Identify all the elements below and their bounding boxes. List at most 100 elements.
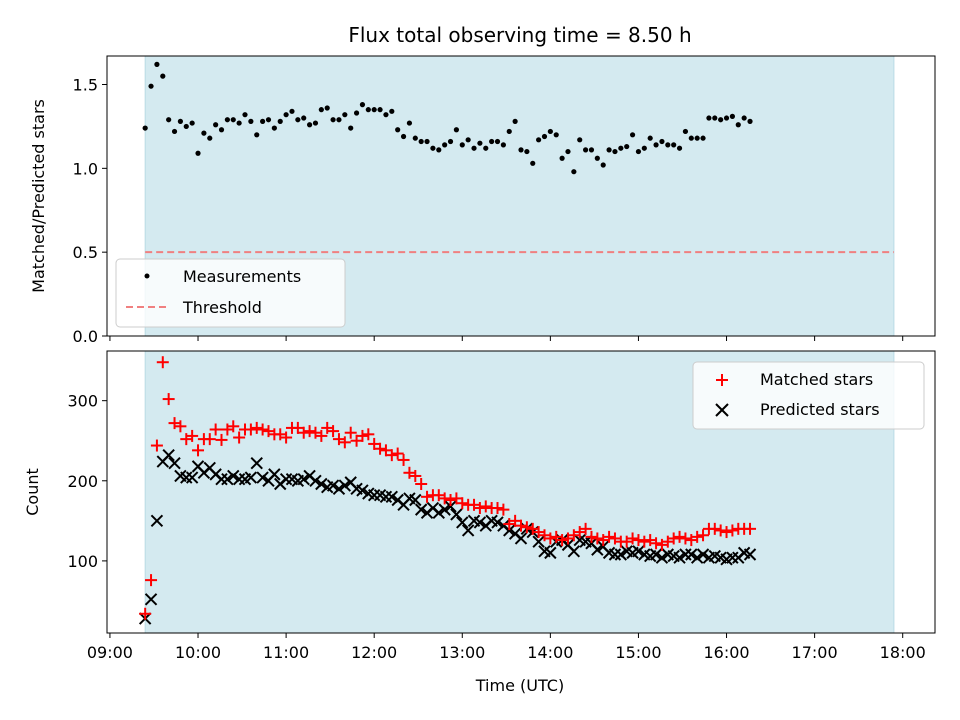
top-legend-box	[115, 258, 346, 328]
matched-star-point	[667, 532, 680, 545]
predicted-star-point	[279, 472, 293, 486]
x-tick-label: 16:00	[703, 643, 749, 662]
measurement-point	[671, 142, 677, 148]
x-tick-label: 12:00	[351, 643, 397, 662]
measurement-point	[218, 127, 225, 133]
measurement-point	[465, 137, 471, 143]
measurement-point	[301, 115, 307, 121]
matched-star-point	[421, 490, 434, 503]
measurement-point	[248, 118, 254, 124]
predicted-star-point	[232, 472, 246, 486]
measurement-point	[688, 135, 694, 141]
predicted-star-point	[591, 543, 604, 556]
matched-star-point	[327, 425, 340, 438]
measurement-point	[254, 132, 260, 138]
predicted-star-point	[297, 472, 310, 486]
measurement-point	[524, 148, 530, 155]
predicted-star-points	[138, 448, 757, 625]
x-tick-label: 15:00	[615, 643, 661, 662]
measurement-point	[447, 138, 454, 145]
y-tick-label: 0.5	[73, 243, 98, 262]
measurement-point	[213, 122, 219, 128]
predicted-star-point	[315, 477, 328, 491]
matched-star-point	[209, 423, 222, 436]
x-tick-label: 14:00	[527, 643, 573, 662]
measurement-point	[342, 112, 348, 118]
measurement-points	[142, 61, 753, 175]
matched-star-point	[139, 607, 152, 620]
x-axis-label: Time (UTC)	[475, 676, 564, 695]
predicted-star-point	[385, 490, 399, 504]
measurement-point	[183, 123, 189, 130]
matched-star-point	[397, 453, 410, 466]
predicted-star-point	[180, 471, 193, 484]
legend-predicted-marker	[715, 403, 729, 417]
measurement-point	[565, 148, 571, 155]
matched-star-point	[708, 522, 721, 535]
predicted-star-point	[690, 551, 704, 564]
measurement-point	[236, 120, 242, 126]
y-tick-label: 100	[67, 552, 98, 571]
top-y-ticks: 0.0 0.5 1.0 1.5	[73, 76, 107, 346]
matched-star-point	[515, 519, 527, 532]
predicted-star-point	[461, 524, 475, 537]
measurement-point	[371, 107, 377, 113]
predicted-star-point	[544, 546, 557, 560]
matched-star-point	[626, 532, 639, 545]
matched-star-point	[650, 537, 663, 550]
measurement-point	[260, 118, 266, 124]
measurement-point	[541, 133, 548, 140]
measurement-point	[459, 142, 465, 148]
measurement-point	[582, 147, 589, 153]
measurement-point	[635, 148, 642, 155]
measurement-point	[665, 142, 671, 148]
y-tick-label: 300	[67, 392, 98, 411]
predicted-star-point	[450, 508, 463, 521]
predicted-star-point	[532, 535, 545, 548]
predicted-star-point	[367, 488, 381, 502]
bottom-y-axis-label: Count	[23, 468, 42, 516]
x-tick-label: 10:00	[175, 643, 221, 662]
legend-threshold-label: Threshold	[182, 298, 262, 317]
matched-star-point	[456, 497, 469, 510]
measurement-point	[612, 148, 618, 155]
measurement-point	[365, 107, 371, 113]
matched-star-point	[638, 535, 651, 548]
predicted-star-point	[256, 471, 269, 484]
measurement-point	[547, 128, 553, 135]
matched-star-point	[156, 356, 169, 369]
matched-star-point	[691, 530, 704, 543]
measurement-point	[318, 107, 324, 113]
measurement-point	[747, 118, 753, 124]
matched-star-point	[280, 431, 293, 444]
predicted-star-point	[743, 548, 757, 561]
bottom-panel: 100 200 300 09:00 10:00 11:00 12:00 13:00 14:00…	[23, 350, 936, 695]
predicted-star-point	[338, 479, 352, 492]
measurement-point	[336, 117, 342, 123]
predicted-star-point	[227, 469, 240, 483]
predicted-star-point	[491, 516, 504, 529]
matched-star-point	[479, 500, 492, 513]
measurement-point	[154, 61, 160, 67]
measurement-point	[530, 160, 536, 166]
matched-star-point	[579, 522, 592, 535]
predicted-star-point	[685, 548, 698, 561]
y-tick-label: 0.0	[73, 327, 98, 346]
matched-star-point	[374, 442, 387, 455]
measurement-point	[353, 110, 360, 116]
predicted-star-point	[309, 474, 322, 487]
measurement-point	[494, 138, 501, 145]
matched-star-point	[244, 423, 257, 436]
matched-star-point	[632, 534, 645, 547]
measurement-point	[512, 118, 518, 124]
predicted-star-point	[356, 484, 369, 497]
measurement-point	[694, 135, 700, 141]
matched-star-point	[544, 532, 557, 545]
predicted-star-point	[250, 456, 263, 470]
measurement-point	[436, 147, 442, 153]
matched-star-point	[227, 420, 240, 433]
measurement-point	[406, 120, 413, 126]
top-legend: Measurements Threshold	[115, 258, 346, 328]
measurement-point	[312, 120, 319, 126]
y-tick-label: 1.5	[73, 76, 98, 95]
